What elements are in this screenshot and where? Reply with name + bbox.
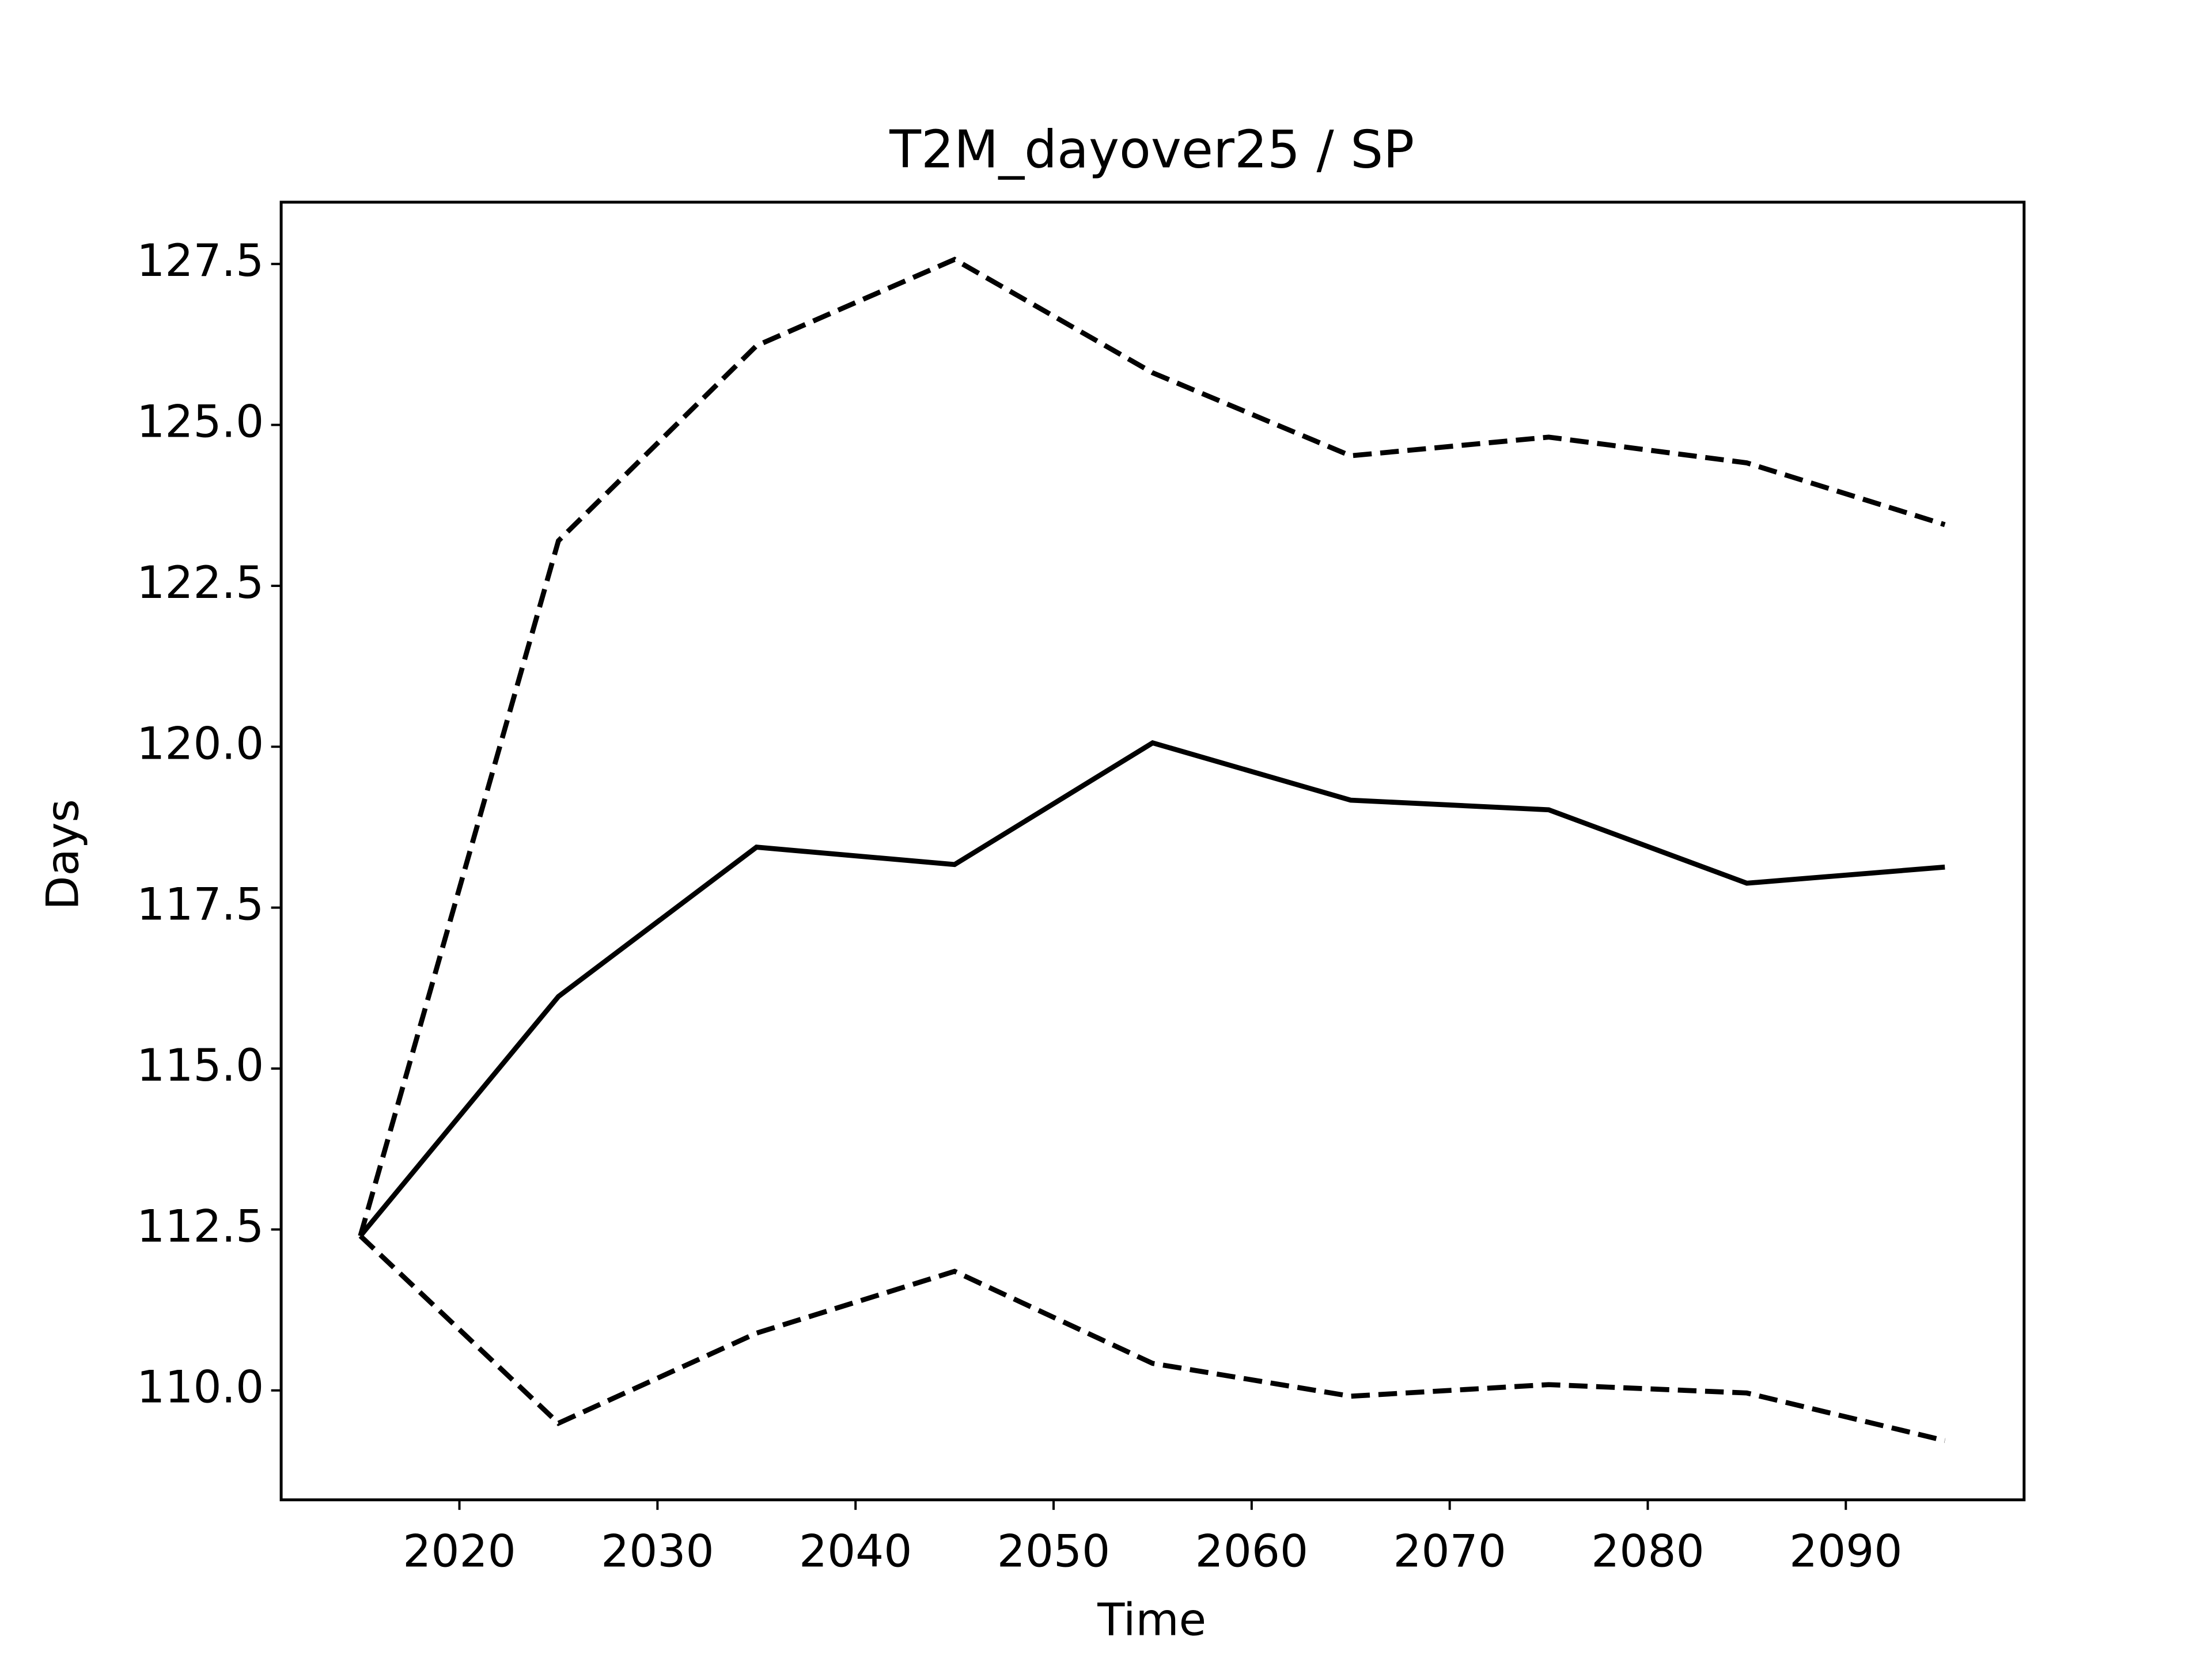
- x-tick-label: 2040: [799, 1525, 912, 1577]
- line-series: [358, 256, 1946, 1237]
- x-axis-label: Time: [1097, 1594, 1206, 1646]
- x-tick-label: 2080: [1591, 1525, 1704, 1577]
- y-axis-label: Days: [37, 799, 89, 910]
- x-tick-label: 2050: [997, 1525, 1110, 1577]
- y-tick-label: 110.0: [137, 1362, 264, 1414]
- x-tick-label: 2070: [1393, 1525, 1506, 1577]
- y-tick-label: 122.5: [137, 557, 264, 609]
- x-tick-label: 2020: [403, 1525, 516, 1577]
- y-tick-label: 127.5: [137, 235, 264, 287]
- chart-title: T2M_dayover25 / SP: [889, 120, 1414, 180]
- plot-frame: [279, 200, 2026, 1502]
- x-tick-label: 2060: [1195, 1525, 1308, 1577]
- y-tick-label: 125.0: [137, 396, 264, 448]
- x-tick-label: 2090: [1789, 1525, 1902, 1577]
- y-tick-label: 112.5: [137, 1200, 264, 1252]
- y-tick-label: 117.5: [137, 879, 264, 931]
- y-tick-label: 115.0: [137, 1040, 264, 1092]
- y-tick-label: 120.0: [137, 718, 264, 770]
- line-series: [358, 1234, 1946, 1444]
- x-tick-label: 2030: [601, 1525, 714, 1577]
- line-series: [358, 740, 1945, 1238]
